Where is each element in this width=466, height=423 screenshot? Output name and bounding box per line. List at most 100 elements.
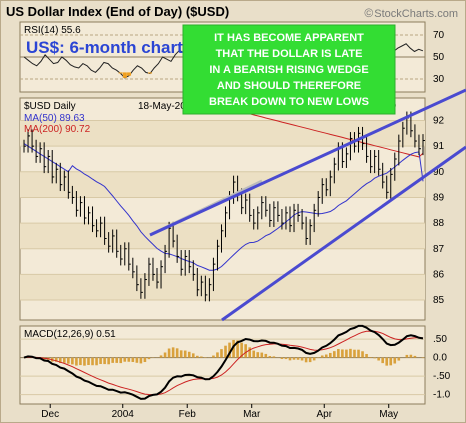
macd-hist-bar — [119, 357, 123, 364]
macd-hist-bar — [377, 357, 380, 361]
macd-hist-bar — [95, 357, 98, 366]
macd-hist-bar — [107, 357, 110, 365]
price-tick-label: 85 — [433, 295, 445, 306]
macd-hist-bar — [131, 357, 135, 362]
macd-hist-bar — [143, 357, 147, 363]
macd-hist-bar — [159, 355, 163, 358]
macd-hist-bar — [75, 357, 78, 366]
macd-hist-bar — [260, 352, 264, 358]
chart-subtitle: US$: 6-month chart — [26, 38, 183, 57]
price-band — [20, 171, 425, 198]
macd-hist-bar — [63, 357, 66, 363]
macd-hist-bar — [373, 357, 376, 359]
macd-hist-bar — [42, 357, 46, 360]
x-tick-label: Feb — [179, 409, 197, 420]
macd-hist-bar — [99, 357, 102, 365]
price-symbol: $USD Daily — [24, 101, 76, 112]
copyright-symbol: © — [364, 6, 374, 20]
macd-hist-bar — [328, 352, 332, 358]
price-band — [20, 223, 425, 249]
macd-tick-label: -1.0 — [433, 390, 451, 401]
macd-tick-label: 0.0 — [433, 353, 447, 364]
x-axis: Dec 2004 Feb Mar Apr May — [41, 404, 398, 420]
macd-hist-bar — [397, 357, 401, 361]
macd-hist-bar — [87, 357, 90, 365]
macd-hist-bar — [111, 357, 114, 363]
macd-hist-bar — [252, 350, 256, 358]
macd-hist-bar — [58, 357, 62, 364]
macd-hist-bar — [284, 357, 288, 360]
macd-hist-bar — [135, 357, 139, 363]
ma50-line — [23, 143, 424, 271]
wedge-lower-line — [221, 145, 466, 322]
page-title: US Dollar Index (End of Day) ($USD) — [6, 4, 230, 19]
macd-hist-bar — [337, 349, 340, 358]
macd-hist-bar — [147, 357, 151, 360]
macd-hist-bar — [244, 344, 247, 358]
macd-hist-bar — [333, 351, 336, 358]
macd-hist-bar — [341, 349, 344, 358]
macd-hist-bar — [71, 357, 74, 365]
macd-hist-bar — [268, 356, 272, 358]
rsi-label: RSI(14) 55.6 — [24, 25, 81, 36]
macd-hist-bar — [272, 356, 276, 358]
price-y-ticks: 85 86 87 88 89 90 91 92 — [433, 116, 445, 307]
price-tick-label: 88 — [433, 218, 445, 229]
macd-hist-bar — [67, 357, 70, 364]
macd-hist-bar — [91, 357, 94, 366]
macd-hist-bar — [304, 357, 308, 363]
macd-hist-bar — [393, 357, 397, 364]
macd-hist-bar — [191, 353, 195, 358]
rsi-fill-bar — [127, 72, 132, 76]
macd-hist-bar — [345, 349, 348, 358]
macd-hist-bar — [240, 342, 243, 358]
macd-hist-bar — [54, 357, 58, 362]
annotation-line: IN A BEARISH RISING WEDGE — [209, 64, 368, 76]
macd-hist-bar — [353, 349, 356, 358]
annotation-box-bg — [182, 24, 396, 115]
macd-tick-label: -.50 — [433, 371, 451, 382]
macd-hist-bar — [224, 345, 227, 358]
macd-hist-bar — [216, 352, 219, 358]
macd-hist-bar — [361, 351, 364, 358]
rsi-oversold-fill — [118, 72, 153, 78]
macd-hist-bar — [389, 357, 393, 366]
macd-hist-bar — [236, 340, 239, 358]
macd-hist-bar — [83, 357, 86, 366]
macd-hist-bar — [220, 349, 223, 358]
macd-hist-bar — [187, 351, 191, 358]
macd-hist-bar — [167, 348, 171, 358]
rsi-ticks: 70 50 30 — [433, 30, 445, 85]
price-band — [20, 274, 425, 301]
macd-hist-bar — [292, 357, 296, 360]
macd-hist-bar — [175, 348, 179, 358]
watermark-text: StockCharts.com — [374, 8, 458, 20]
macd-hist-bar — [115, 357, 119, 363]
macd-hist-bar — [139, 357, 143, 364]
macd-hist-bar — [405, 354, 409, 358]
annotation-line: IT HAS BECOME APPARENT — [214, 32, 364, 44]
macd-hist-bar — [248, 347, 251, 358]
x-tick-label: Mar — [243, 409, 261, 420]
macd-hist-bar — [413, 355, 417, 358]
macd-hist-bar — [183, 350, 187, 358]
rsi-tick-label: 70 — [433, 30, 445, 41]
rsi-tick-label: 30 — [433, 74, 445, 85]
x-tick-label: Apr — [316, 409, 332, 420]
x-tick-label: May — [379, 409, 398, 420]
rsi-tick-label: 50 — [433, 52, 445, 63]
ma200-legend: MA(200) 90.72 — [24, 124, 91, 135]
macd-hist-bar — [171, 347, 175, 358]
rsi-fill-bar — [148, 72, 153, 74]
macd-hist-bar — [300, 357, 304, 361]
annotation-line: THAT THE DOLLAR IS LATE — [216, 48, 363, 60]
wedge-upper-line — [149, 88, 466, 237]
ma50-legend: MA(50) 89.63 — [24, 113, 85, 124]
macd-hist-bar — [308, 357, 312, 363]
macd-hist-bar — [324, 354, 328, 358]
macd-hist-bar — [212, 355, 215, 358]
annotation-box: IT HAS BECOME APPARENT THAT THE DOLLAR I… — [182, 24, 396, 115]
macd-hist-bar — [127, 357, 131, 362]
macd-hist-bar — [264, 353, 268, 358]
